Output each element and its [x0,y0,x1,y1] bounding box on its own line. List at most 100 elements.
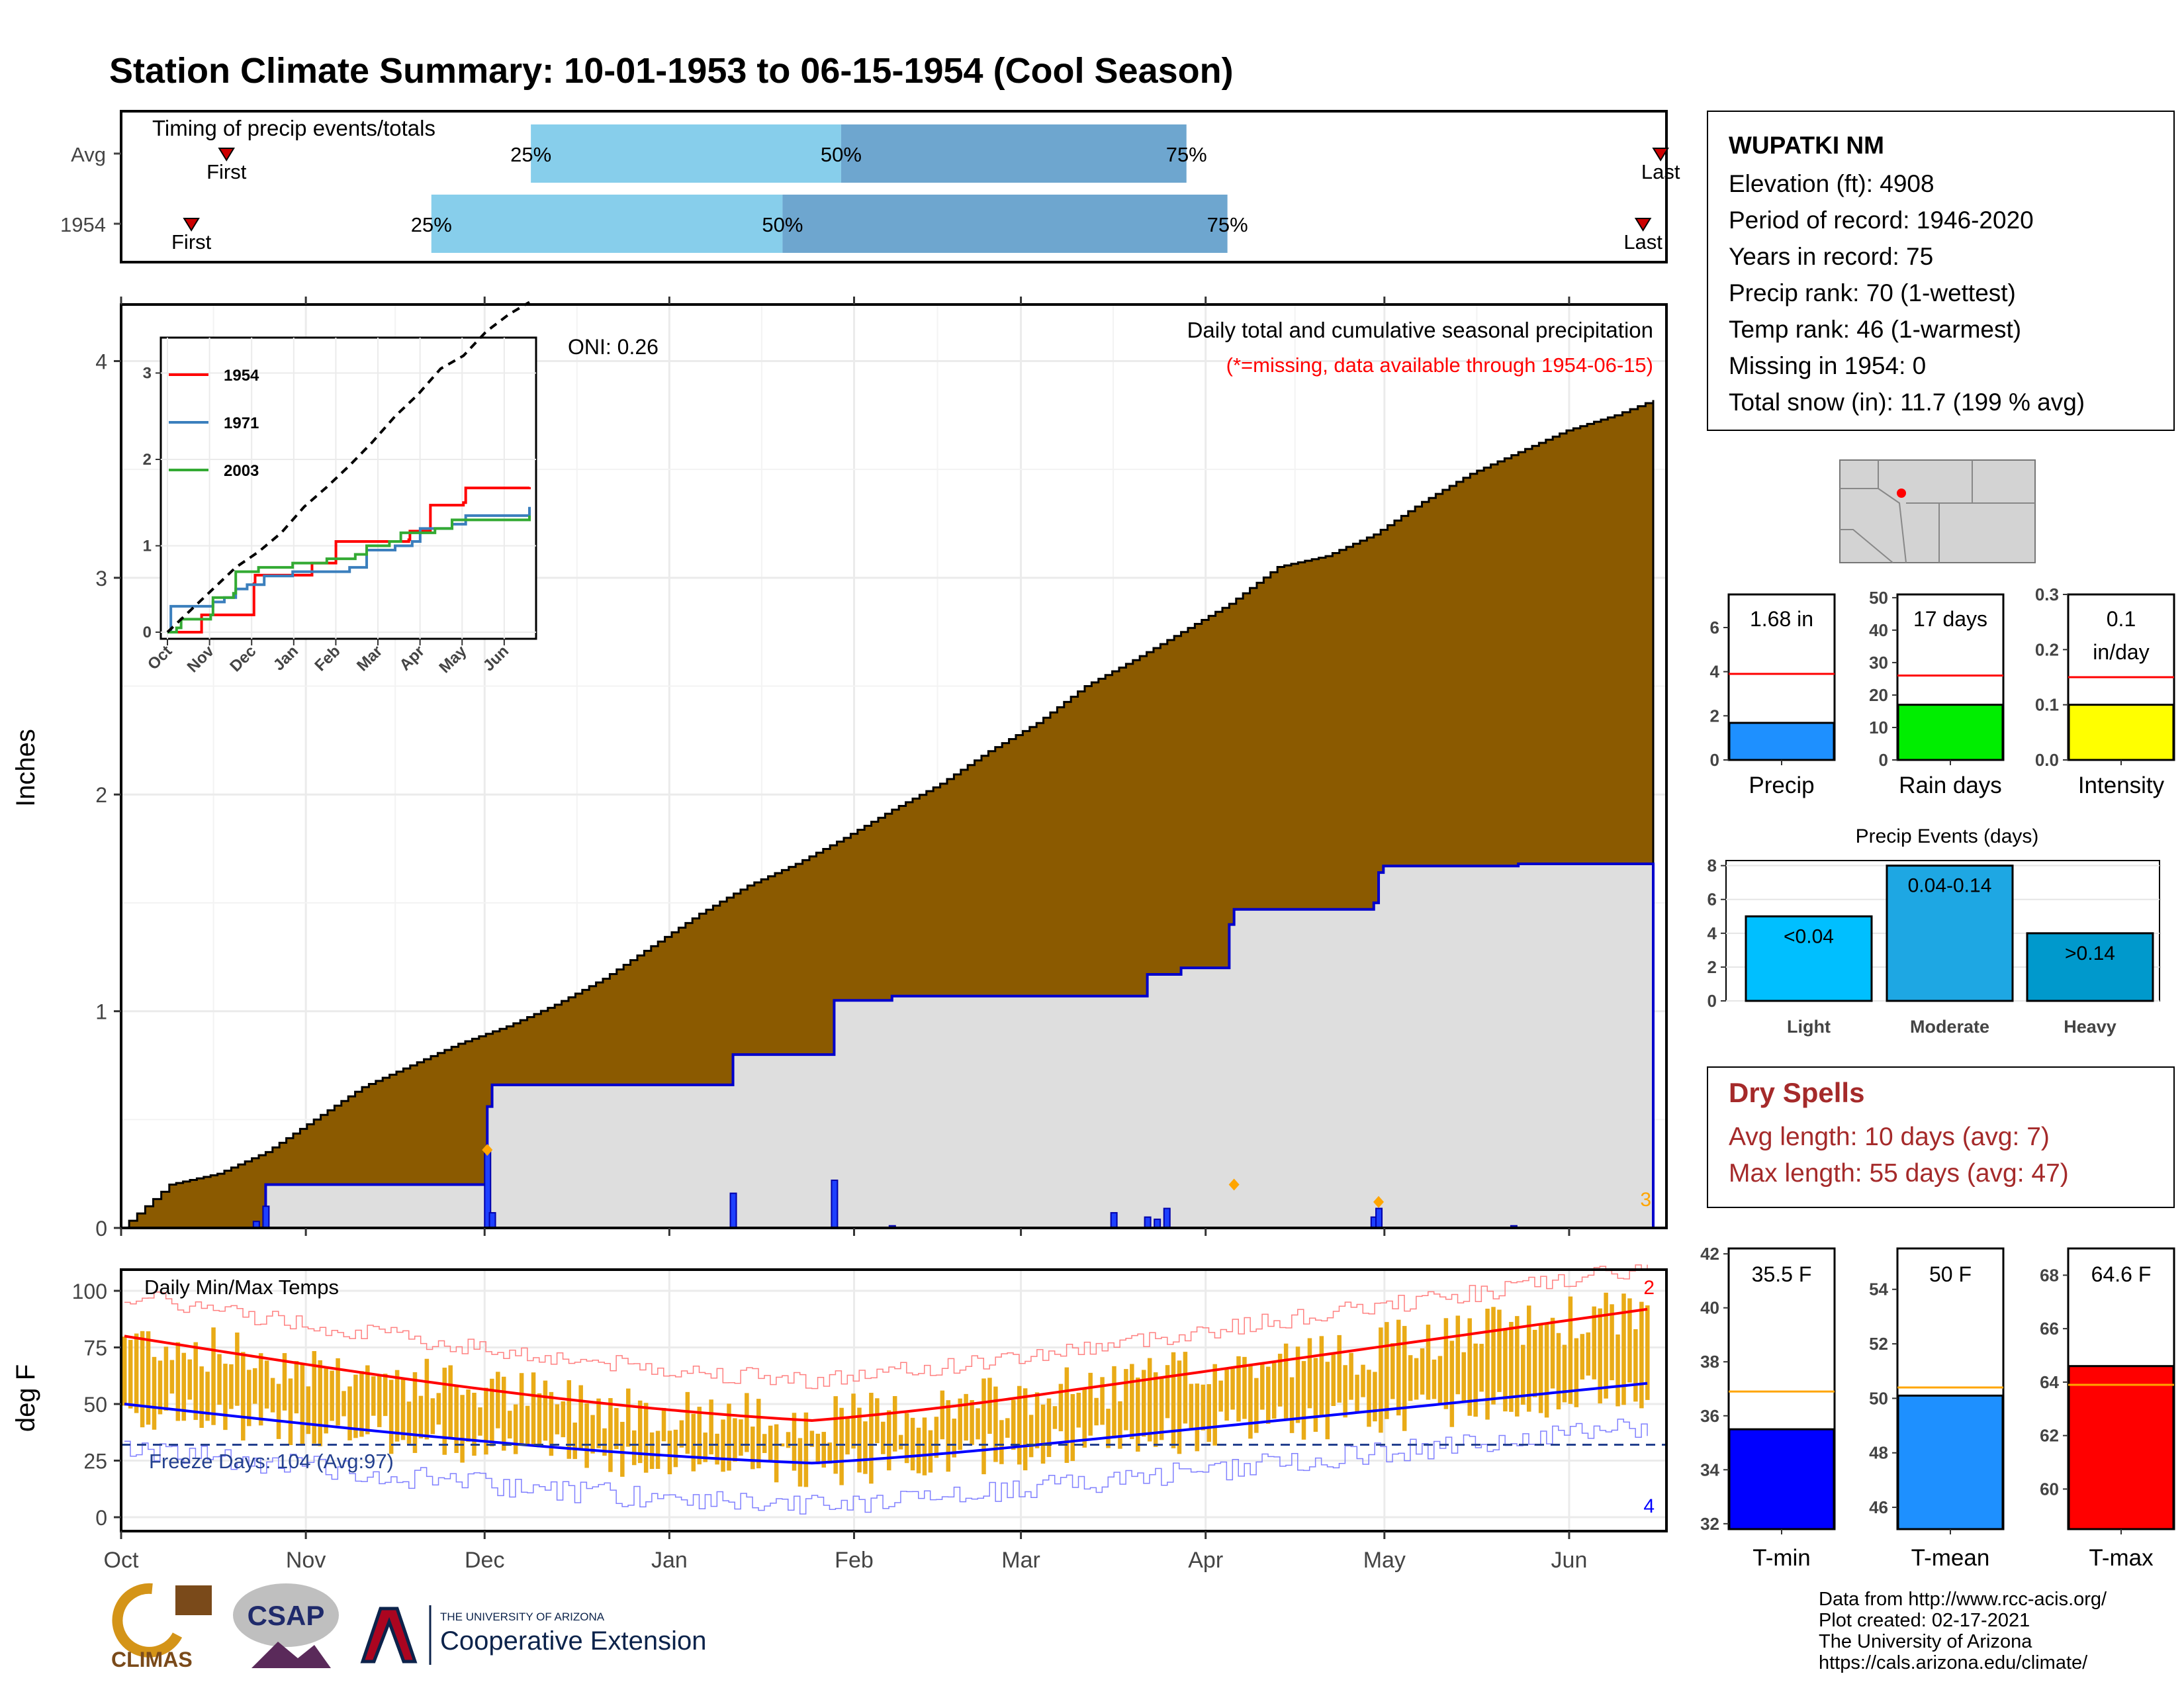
temp-bar-tick-label: 48 [1869,1443,1888,1463]
temp-day-bar [1449,1340,1455,1427]
timing-q50-q75 [782,195,1228,253]
temp-day-bar [543,1380,548,1441]
temp-day-bar [294,1361,299,1414]
temp-day-bar [999,1420,1004,1464]
temp-day-bar [442,1368,447,1455]
csap-logo-text: CSAP [248,1600,325,1631]
temp-day-bar [1373,1372,1377,1422]
daily-snow-marker [1228,1178,1240,1191]
daily-precip-bar [1144,1216,1152,1229]
temp-day-bar [745,1393,749,1452]
inset-ytick-label: 3 [143,365,152,383]
timing-50-label: 50% [821,143,862,166]
map-background [1839,459,2036,563]
temp-day-bar [1260,1362,1265,1410]
temp-day-bar [1136,1378,1140,1452]
ua-logo: THE UNIVERSITY OF ARIZONA Cooperative Ex… [360,1605,706,1665]
temp-day-bar [1028,1415,1034,1458]
record-max-line [124,1264,1648,1389]
temp-day-bar [336,1358,340,1426]
temp-day-bar [1355,1374,1359,1414]
temp-day-bar [418,1395,424,1438]
temp-day-bar [892,1396,897,1452]
climas-logo-text: CLIMAS [111,1648,193,1671]
events-tick-label: 4 [1707,923,1717,943]
temp-day-bar [1526,1305,1531,1412]
month-label: Mar [1001,1548,1040,1573]
timing-75-label: 75% [1166,143,1207,166]
temp-day-bar [181,1352,187,1421]
temp-day-bar [1337,1335,1342,1403]
inset-lines [166,301,531,633]
temp-day-bar [1580,1334,1585,1380]
temp-day-bar [1592,1306,1596,1380]
temp-day-bar [1343,1365,1347,1418]
temp-day-bar [1610,1304,1614,1381]
temp-day-bar [252,1368,257,1404]
small-bar-fill [1728,722,1835,761]
temp-day-bar [1639,1301,1644,1409]
temp-day-bar [537,1393,542,1448]
temp-day-bar [134,1333,139,1413]
temp-day-bar [578,1385,583,1449]
station-line: Total snow (in): 11.7 (199 % avg) [1729,389,2085,416]
temp-day-bar [987,1378,992,1434]
temp-day-bar [904,1413,909,1464]
temp-day-bar [1331,1354,1336,1406]
temp-day-bar [928,1430,933,1473]
temp-day-bar [1124,1369,1128,1430]
temp-day-bar [270,1378,275,1413]
month-label: Nov [286,1548,326,1573]
timing-title: Timing of precip events/totals [152,116,435,140]
daily-precip-bar [729,1192,737,1229]
temp-day-bar [887,1410,891,1471]
temp-bar-tick-label: 64 [2040,1372,2059,1392]
timing-first-marker [183,218,200,232]
temp-day-bar [916,1427,921,1474]
temp-day-bar [448,1365,453,1440]
temp-corner-min: 4 [1643,1495,1655,1517]
temp-day-bar [946,1400,951,1472]
temp-day-bar [1319,1336,1324,1416]
temp-day-bar [655,1430,660,1469]
temp-day-bar [341,1391,346,1417]
dry-spells-max: Max length: 55 days (avg: 47) [1729,1159,2069,1188]
small-bar-tick-label: 30 [1869,653,1888,673]
ua-logo-big: Cooperative Extension [440,1626,706,1656]
temp-day-bar [803,1412,809,1487]
temp-day-bar [632,1430,637,1466]
temp-ytick-label: 75 [83,1336,107,1360]
month-label: Dec [465,1548,504,1573]
temp-bar-tick-label: 46 [1869,1497,1888,1517]
temp-day-bar [235,1333,240,1406]
temp-day-bar [910,1417,915,1471]
temp-day-bar [567,1380,572,1459]
temp-day-bar [608,1398,613,1472]
oni-value: ONI: 0.26 [568,335,659,359]
credit-line-1: Data from http://www.rcc-acis.org/ [1819,1589,2107,1610]
temp-day-bar [484,1387,488,1455]
temp-day-bar [169,1360,175,1394]
temp-day-bar [1076,1392,1081,1428]
events-bar [1745,915,1873,1002]
month-label: Feb [835,1548,874,1573]
temp-day-bar [318,1360,322,1446]
temp-day-bar [1153,1372,1158,1447]
events-bar-text: >0.14 [2065,943,2115,964]
dry-spells-frame [1707,1066,2175,1208]
temp-day-bar [1147,1358,1152,1442]
temp-day-bar [643,1403,649,1473]
temp-day-bar [1473,1343,1478,1417]
temp-day-bar [727,1403,731,1471]
temp-day-bar [685,1391,690,1454]
temp-day-bar [1236,1356,1241,1422]
inset-legend: 1954 1971 2003 [169,367,259,480]
timing-row-label: Avg [71,143,106,166]
temp-day-bar [821,1432,827,1468]
temp-day-bar [780,1443,785,1447]
small-bar-tick-label: 0.0 [2035,750,2059,770]
small-bar-value-unit: in/day [2093,640,2149,664]
temp-day-bar [1183,1352,1188,1424]
temp-bar-tick-label: 60 [2040,1479,2059,1499]
inset-ytick-label: 1 [143,538,152,555]
